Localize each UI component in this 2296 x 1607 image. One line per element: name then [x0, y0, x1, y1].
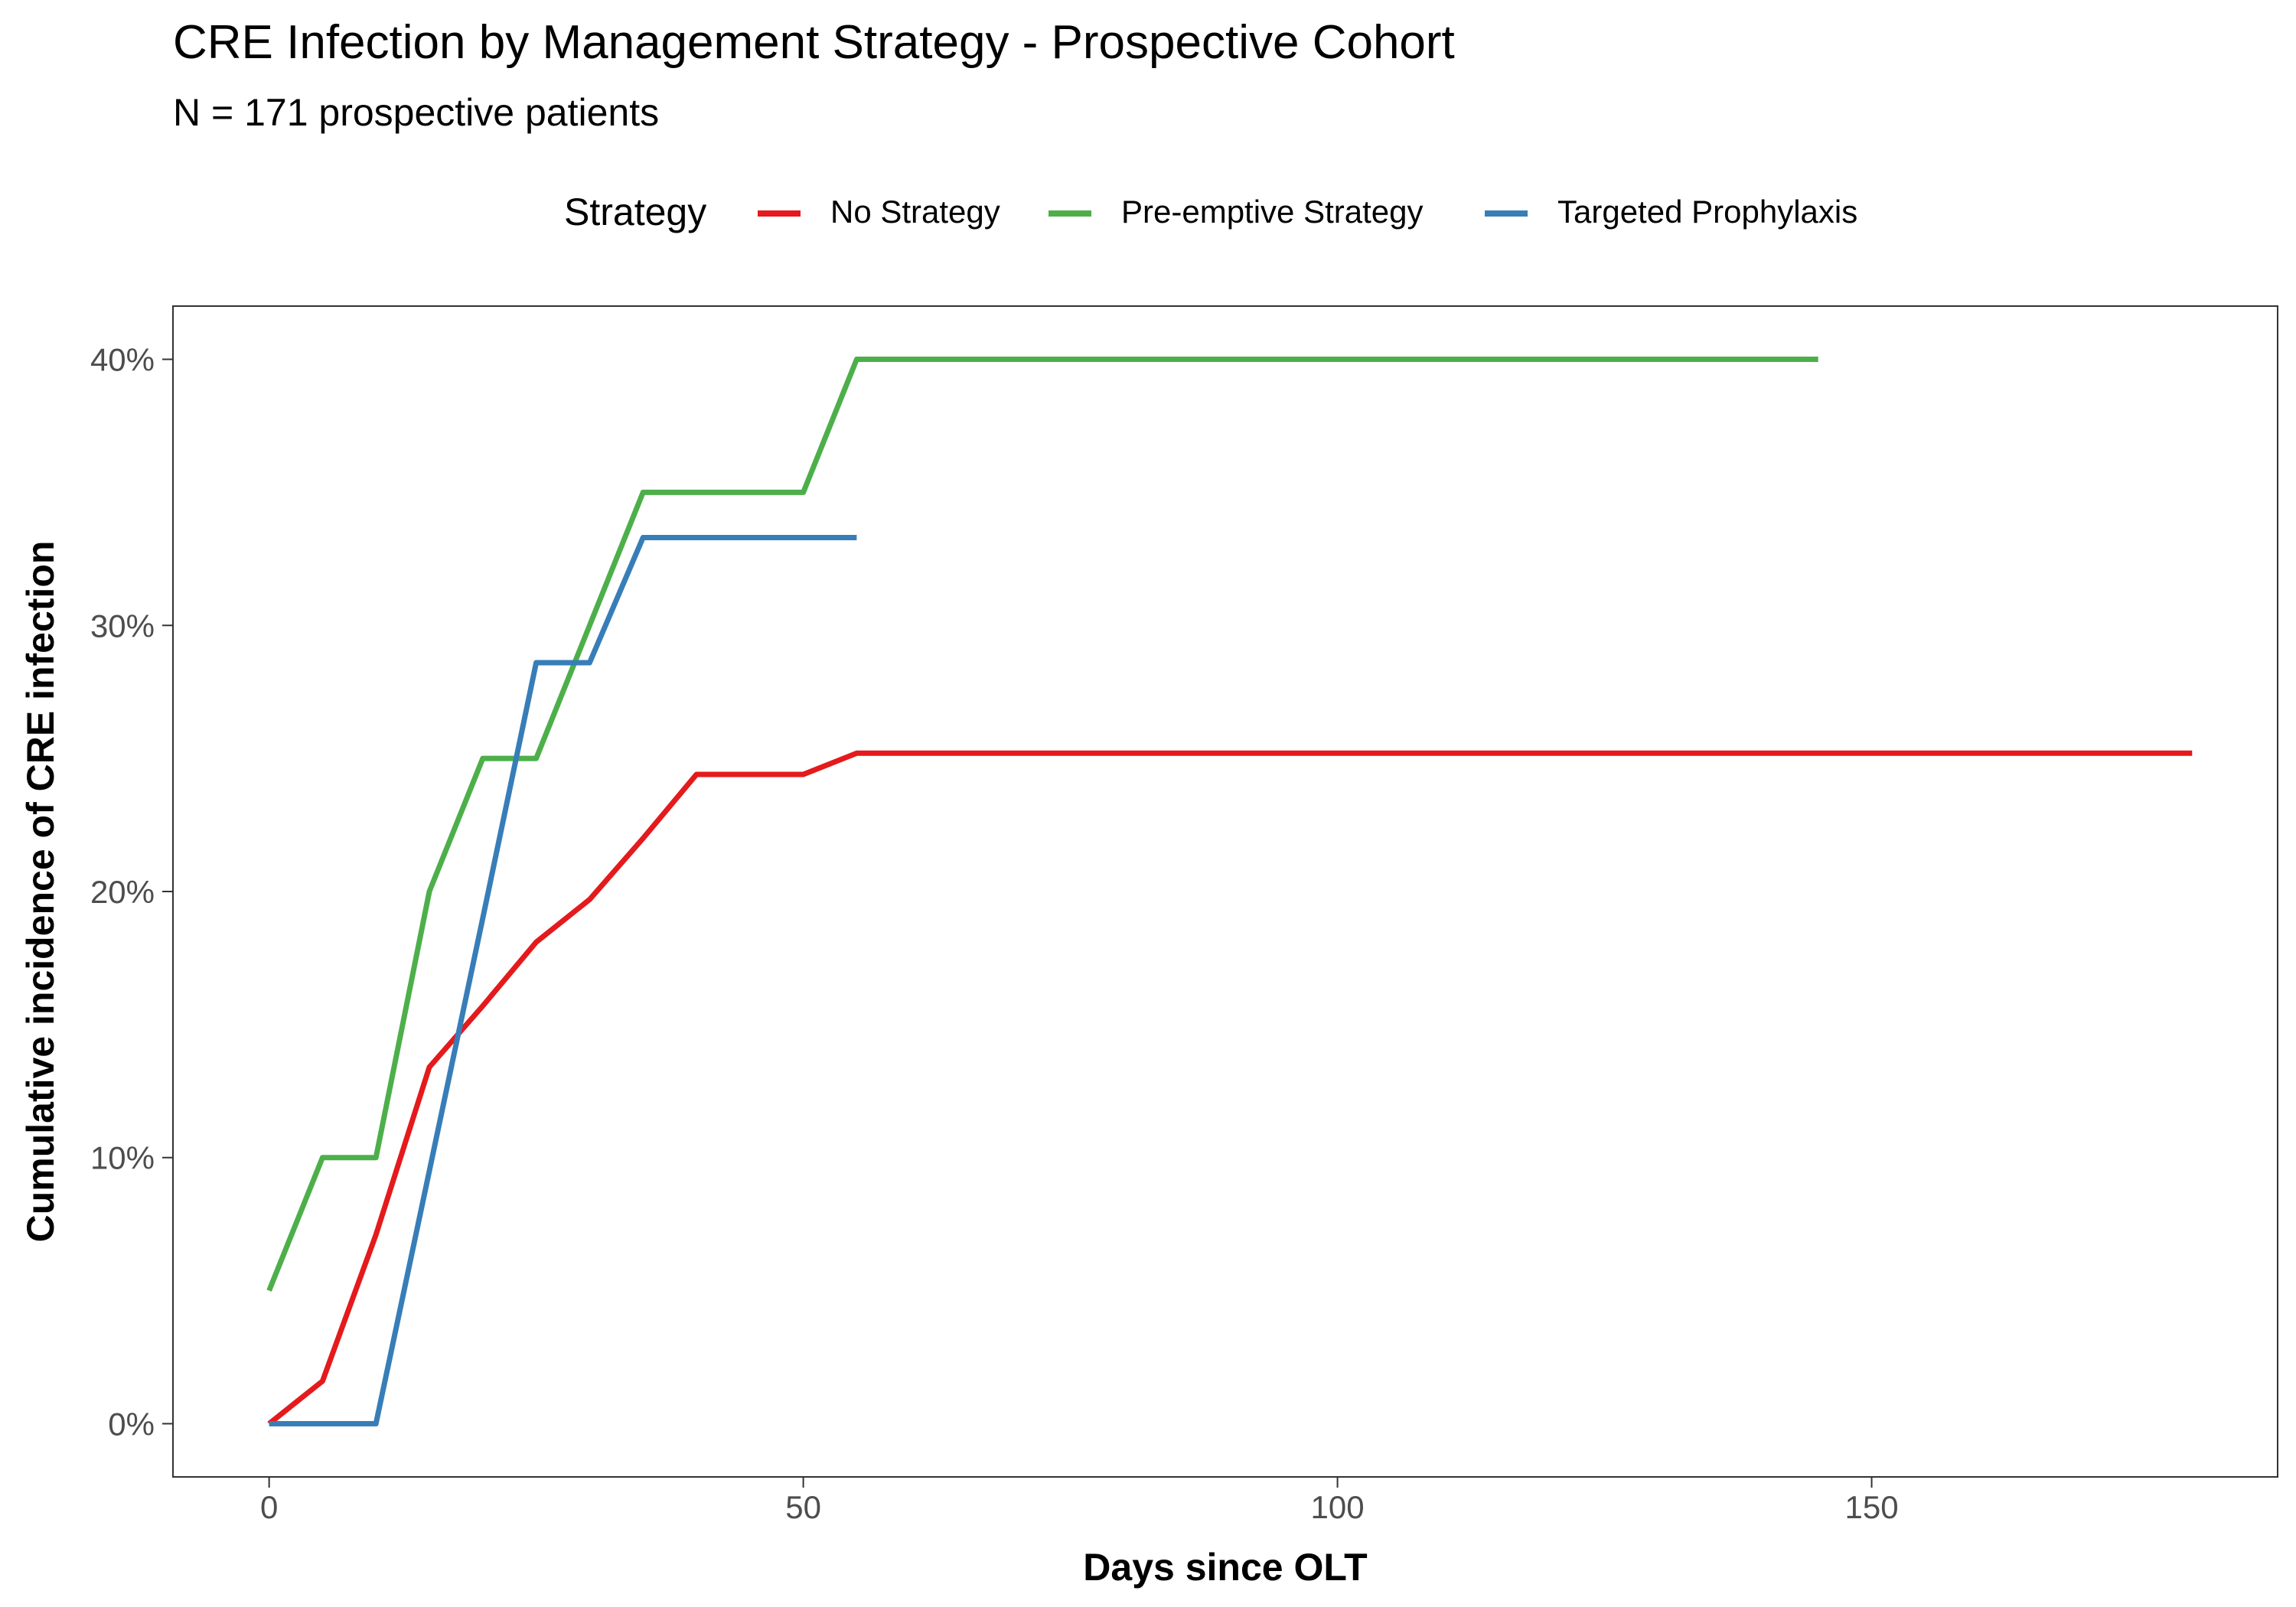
y-axis: 0% 10% 20% 30% 40%: [90, 342, 173, 1442]
chart-subtitle: N = 171 prospective patients: [173, 91, 659, 134]
y-tick-label: 30%: [90, 608, 155, 644]
x-tick-label: 50: [785, 1489, 821, 1525]
series-lines: [266, 357, 2193, 1426]
plot-area: 0 50 100 150 0% 10% 20% 30% 40%: [90, 305, 2278, 1525]
x-tick-label: 0: [260, 1489, 278, 1525]
plot-panel: [172, 305, 2278, 1478]
y-axis-title: Cumulative incidence of CRE infection: [19, 541, 62, 1243]
x-axis: 0 50 100 150: [260, 1477, 1899, 1525]
x-tick-label: 100: [1311, 1489, 1365, 1525]
legend-label: Pre-emptive Strategy: [1121, 194, 1424, 230]
x-tick-label: 150: [1845, 1489, 1899, 1525]
series-line-0: [267, 750, 2193, 1426]
series-line-1: [266, 357, 1818, 1292]
legend-label: Targeted Prophylaxis: [1557, 194, 1857, 230]
y-tick-label: 40%: [90, 342, 155, 378]
chart-title: CRE Infection by Management Strategy - P…: [173, 16, 1455, 69]
y-tick-label: 20%: [90, 874, 155, 910]
legend: Strategy No Strategy Pre-emptive Strategy…: [564, 191, 1857, 233]
legend-title: Strategy: [564, 191, 706, 233]
y-tick-label: 0%: [108, 1406, 155, 1442]
y-tick-label: 10%: [90, 1140, 155, 1176]
x-axis-title: Days since OLT: [1083, 1546, 1367, 1589]
series-line-2: [269, 535, 857, 1426]
legend-label: No Strategy: [830, 194, 1000, 230]
